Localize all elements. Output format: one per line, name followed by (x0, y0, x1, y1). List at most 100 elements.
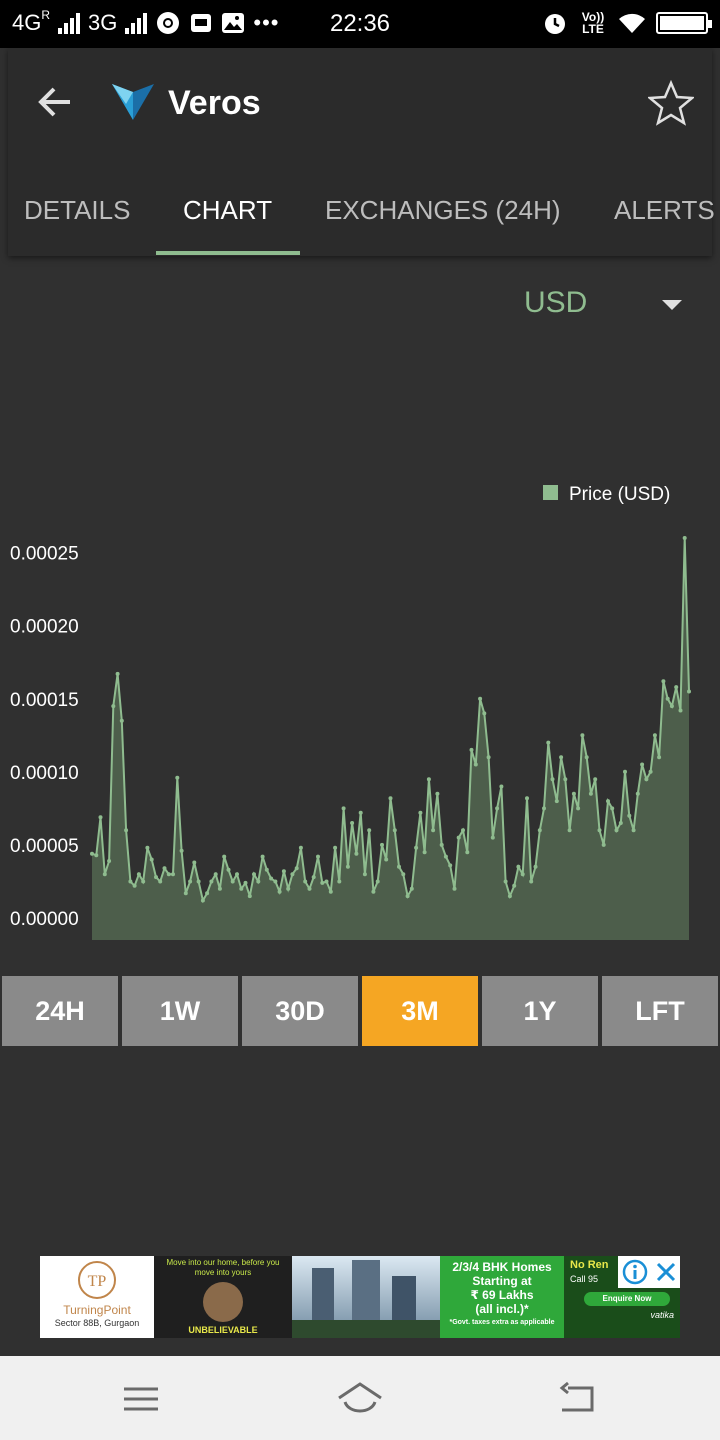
data-point[interactable] (525, 796, 529, 801)
data-point[interactable] (290, 872, 295, 877)
data-point[interactable] (576, 806, 581, 811)
data-point[interactable] (546, 740, 551, 745)
tab-chart[interactable]: CHART (183, 195, 273, 225)
ad-banner[interactable]: TP TurningPoint Sector 88B, Gurgaon Move… (40, 1256, 680, 1338)
data-point[interactable] (111, 704, 116, 709)
data-point[interactable] (678, 708, 683, 713)
data-point[interactable] (627, 813, 632, 818)
data-point[interactable] (209, 879, 214, 884)
data-point[interactable] (375, 879, 380, 884)
data-point[interactable] (230, 879, 235, 884)
data-point[interactable] (542, 806, 546, 811)
data-point[interactable] (431, 828, 436, 833)
data-point[interactable] (648, 769, 653, 774)
tab-exchanges[interactable]: EXCHANGES (24H) (325, 195, 561, 225)
data-point[interactable] (507, 894, 512, 899)
data-point[interactable] (235, 872, 239, 877)
ad-turningpoint[interactable]: TP TurningPoint Sector 88B, Gurgaon (40, 1256, 154, 1338)
data-point[interactable] (294, 866, 299, 871)
menu-icon[interactable] (116, 1374, 166, 1424)
data-point[interactable] (149, 857, 154, 862)
data-point[interactable] (226, 867, 231, 872)
star-outline-icon[interactable] (648, 80, 694, 126)
data-point[interactable] (124, 828, 129, 833)
data-point[interactable] (563, 777, 568, 782)
data-point[interactable] (516, 864, 521, 869)
data-point[interactable] (345, 864, 350, 869)
data-point[interactable] (499, 784, 504, 789)
data-point[interactable] (682, 536, 687, 540)
ad-enquire-button[interactable]: Enquire Now (584, 1292, 670, 1306)
data-point[interactable] (217, 886, 222, 891)
tab-details[interactable]: DETAILS (24, 195, 131, 225)
data-point[interactable] (183, 891, 188, 896)
data-point[interactable] (644, 777, 649, 782)
data-point[interactable] (409, 886, 414, 891)
data-point[interactable] (273, 879, 278, 884)
data-point[interactable] (132, 883, 137, 888)
data-point[interactable] (397, 864, 401, 869)
data-point[interactable] (601, 842, 606, 847)
period-1y-button[interactable]: 1Y (482, 976, 598, 1046)
data-point[interactable] (362, 872, 367, 877)
ad-info-icon[interactable] (622, 1259, 648, 1285)
data-point[interactable] (158, 879, 163, 884)
data-point[interactable] (252, 872, 256, 877)
data-point[interactable] (486, 755, 491, 760)
data-point[interactable] (107, 859, 112, 863)
data-point[interactable] (418, 810, 423, 815)
ad-offer[interactable]: 2/3/4 BHK Homes Starting at ₹ 69 Lakhs (… (440, 1256, 564, 1338)
data-point[interactable] (311, 875, 316, 880)
data-point[interactable] (618, 821, 623, 825)
data-point[interactable] (298, 845, 303, 850)
data-point[interactable] (324, 879, 329, 884)
data-point[interactable] (584, 755, 589, 760)
period-3m-button[interactable]: 3M (362, 976, 478, 1046)
data-point[interactable] (316, 854, 320, 859)
tab-alerts[interactable]: ALERTS (614, 195, 715, 225)
data-point[interactable] (550, 777, 555, 782)
period-lft-button[interactable]: LFT (602, 976, 718, 1046)
data-point[interactable] (606, 799, 610, 804)
data-point[interactable] (665, 696, 670, 701)
data-point[interactable] (554, 799, 559, 804)
data-point[interactable] (384, 857, 389, 862)
data-point[interactable] (443, 854, 448, 859)
data-point[interactable] (269, 876, 274, 881)
data-point[interactable] (154, 875, 158, 880)
data-point[interactable] (520, 872, 525, 877)
home-icon[interactable] (335, 1374, 385, 1424)
data-point[interactable] (469, 747, 474, 752)
data-point[interactable] (354, 851, 359, 856)
data-point[interactable] (367, 828, 372, 833)
data-point[interactable] (414, 845, 419, 850)
data-point[interactable] (264, 867, 269, 872)
arrow-left-icon[interactable] (36, 82, 76, 122)
data-point[interactable] (640, 762, 645, 767)
data-point[interactable] (435, 791, 440, 796)
data-point[interactable] (333, 845, 338, 850)
data-point[interactable] (593, 777, 598, 782)
data-point[interactable] (175, 775, 180, 780)
data-point[interactable] (307, 886, 312, 891)
back-icon[interactable] (554, 1374, 604, 1424)
data-point[interactable] (448, 863, 453, 868)
data-point[interactable] (145, 845, 150, 850)
data-point[interactable] (192, 860, 197, 865)
ad-man-photo[interactable]: Move into our home, before you move into… (154, 1256, 292, 1338)
data-point[interactable] (94, 853, 99, 858)
data-point[interactable] (166, 872, 171, 877)
data-point[interactable] (239, 886, 244, 891)
data-point[interactable] (567, 828, 572, 833)
ad-close-icon[interactable] (655, 1261, 677, 1283)
data-point[interactable] (452, 886, 457, 891)
chevron-down-icon[interactable] (662, 300, 682, 310)
data-point[interactable] (392, 828, 397, 833)
data-point[interactable] (597, 828, 602, 833)
period-1w-button[interactable]: 1W (122, 976, 238, 1046)
data-point[interactable] (580, 733, 585, 738)
data-point[interactable] (465, 850, 470, 855)
data-point[interactable] (533, 864, 538, 869)
data-point[interactable] (303, 879, 308, 884)
data-point[interactable] (90, 851, 94, 856)
